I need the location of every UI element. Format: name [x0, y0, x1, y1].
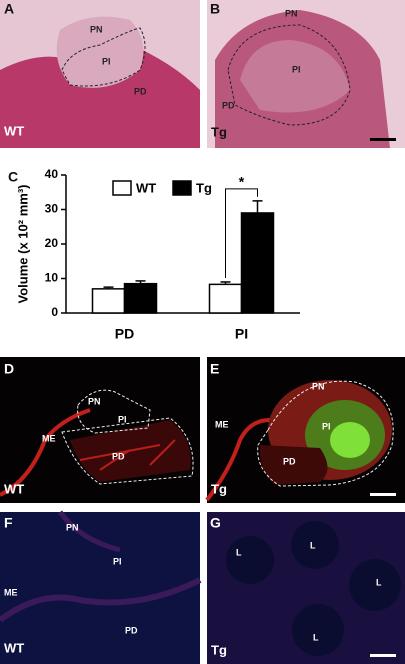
significance-bracket [225, 188, 258, 278]
panel-e: PN ME PI PD E Tg [205, 357, 405, 503]
panel-f: PN PI ME PD F WT [0, 510, 202, 664]
region-label: L [236, 547, 242, 557]
region-label: PI [292, 64, 301, 74]
legend-label: Tg [196, 180, 212, 195]
panel-b: PN PI PD B Tg [207, 0, 405, 148]
region-label: PD [134, 86, 147, 96]
panel-letter: B [210, 1, 220, 17]
genotype: Tg [211, 124, 227, 139]
panel-letter: G [210, 515, 221, 531]
region-label: ME [4, 587, 18, 597]
region-label: PN [88, 396, 101, 406]
panel-letter: F [4, 515, 13, 531]
bar [208, 283, 243, 314]
legend-swatch [172, 180, 192, 196]
region-label: ME [215, 419, 229, 429]
region-label: PN [90, 24, 103, 34]
genotype: WT [4, 123, 24, 138]
region-label: PI [102, 56, 111, 66]
genotype: WT [4, 640, 24, 655]
region-label: PD [125, 625, 138, 635]
x-tick-label: PD [115, 326, 134, 342]
region-label: PI [113, 556, 122, 566]
region-label: L [376, 577, 382, 587]
panel-letter: A [4, 1, 14, 17]
region-label: PN [285, 8, 298, 18]
x-tick-label: PI [235, 326, 248, 342]
genotype: Tg [211, 481, 227, 496]
region-label: PD [283, 456, 296, 466]
panel-letter: E [210, 361, 219, 377]
y-tick-label: 0 [51, 305, 58, 319]
panel-a: PN PI PD A WT [0, 0, 200, 148]
region-label: L [313, 632, 319, 642]
legend-label: WT [136, 180, 156, 195]
panel-letter: D [4, 361, 14, 377]
panel-letter: C [8, 169, 18, 185]
region-label: PN [312, 381, 325, 391]
region-label: PI [118, 414, 127, 424]
genotype: WT [4, 481, 24, 496]
region-label: L [310, 540, 316, 550]
y-tick-label: 40 [45, 167, 59, 181]
y-tick-label: 20 [45, 236, 59, 250]
y-tick-label: 30 [45, 202, 59, 216]
legend-swatch [112, 180, 132, 196]
region-label: PD [222, 100, 235, 110]
region-label: PI [322, 421, 331, 431]
region-label: ME [42, 433, 56, 443]
genotype: Tg [211, 642, 227, 657]
region-label: PD [112, 451, 125, 461]
y-axis-label: Volume (x 10² mm³) [15, 185, 30, 304]
panel-g: L L L L G Tg [207, 512, 405, 664]
region-label: PN [66, 522, 79, 532]
significance-label: * [239, 174, 245, 190]
bar [91, 288, 126, 314]
panel-d: PN PI ME PD D WT [0, 357, 200, 503]
y-tick-label: 10 [45, 271, 59, 285]
bar-chart: C Volume (x 10² mm³) 0 10 20 30 40 PD PI * WT Tg [8, 167, 300, 342]
bar [240, 212, 275, 314]
bar [123, 282, 158, 314]
